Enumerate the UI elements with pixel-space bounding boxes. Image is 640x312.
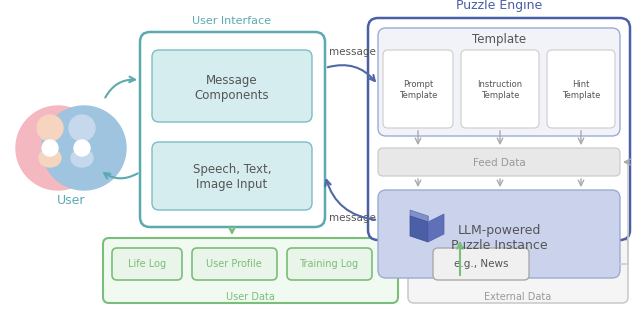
Text: message: message <box>328 213 376 223</box>
FancyBboxPatch shape <box>461 50 539 128</box>
Circle shape <box>74 140 90 156</box>
FancyBboxPatch shape <box>408 238 628 303</box>
Circle shape <box>16 106 100 190</box>
FancyBboxPatch shape <box>378 148 620 176</box>
Text: Feed Data: Feed Data <box>472 158 525 168</box>
Polygon shape <box>410 210 428 222</box>
Ellipse shape <box>71 149 93 167</box>
Text: Hint
Template: Hint Template <box>562 80 600 100</box>
FancyBboxPatch shape <box>383 50 453 128</box>
Text: e.g., News: e.g., News <box>454 259 508 269</box>
Circle shape <box>37 115 63 141</box>
Circle shape <box>42 106 126 190</box>
Text: User: User <box>57 193 85 207</box>
Text: Template: Template <box>472 33 526 46</box>
FancyBboxPatch shape <box>112 248 182 280</box>
Text: Speech, Text,
Image Input: Speech, Text, Image Input <box>193 163 271 191</box>
FancyBboxPatch shape <box>378 190 620 278</box>
FancyBboxPatch shape <box>140 32 325 227</box>
FancyBboxPatch shape <box>152 50 312 122</box>
Text: Instruction
Template: Instruction Template <box>477 80 523 100</box>
Ellipse shape <box>39 149 61 167</box>
FancyBboxPatch shape <box>192 248 277 280</box>
Text: User Interface: User Interface <box>193 16 271 26</box>
Text: Puzzle Engine: Puzzle Engine <box>456 0 542 12</box>
FancyBboxPatch shape <box>378 28 620 136</box>
Text: User Profile: User Profile <box>206 259 262 269</box>
Text: Prompt
Template: Prompt Template <box>399 80 437 100</box>
Text: LLM-powered
Puzzle Instance: LLM-powered Puzzle Instance <box>451 224 547 252</box>
FancyBboxPatch shape <box>287 248 372 280</box>
Text: Message
Components: Message Components <box>195 74 269 102</box>
FancyBboxPatch shape <box>368 18 630 240</box>
Polygon shape <box>428 214 444 242</box>
Text: User Data: User Data <box>225 292 275 302</box>
Circle shape <box>42 140 58 156</box>
Text: Training Log: Training Log <box>300 259 358 269</box>
FancyBboxPatch shape <box>547 50 615 128</box>
FancyBboxPatch shape <box>152 142 312 210</box>
Circle shape <box>69 115 95 141</box>
FancyBboxPatch shape <box>103 238 398 303</box>
Text: message: message <box>328 47 376 57</box>
FancyBboxPatch shape <box>433 248 529 280</box>
Text: Life Log: Life Log <box>128 259 166 269</box>
Polygon shape <box>410 216 428 242</box>
Text: External Data: External Data <box>484 292 552 302</box>
